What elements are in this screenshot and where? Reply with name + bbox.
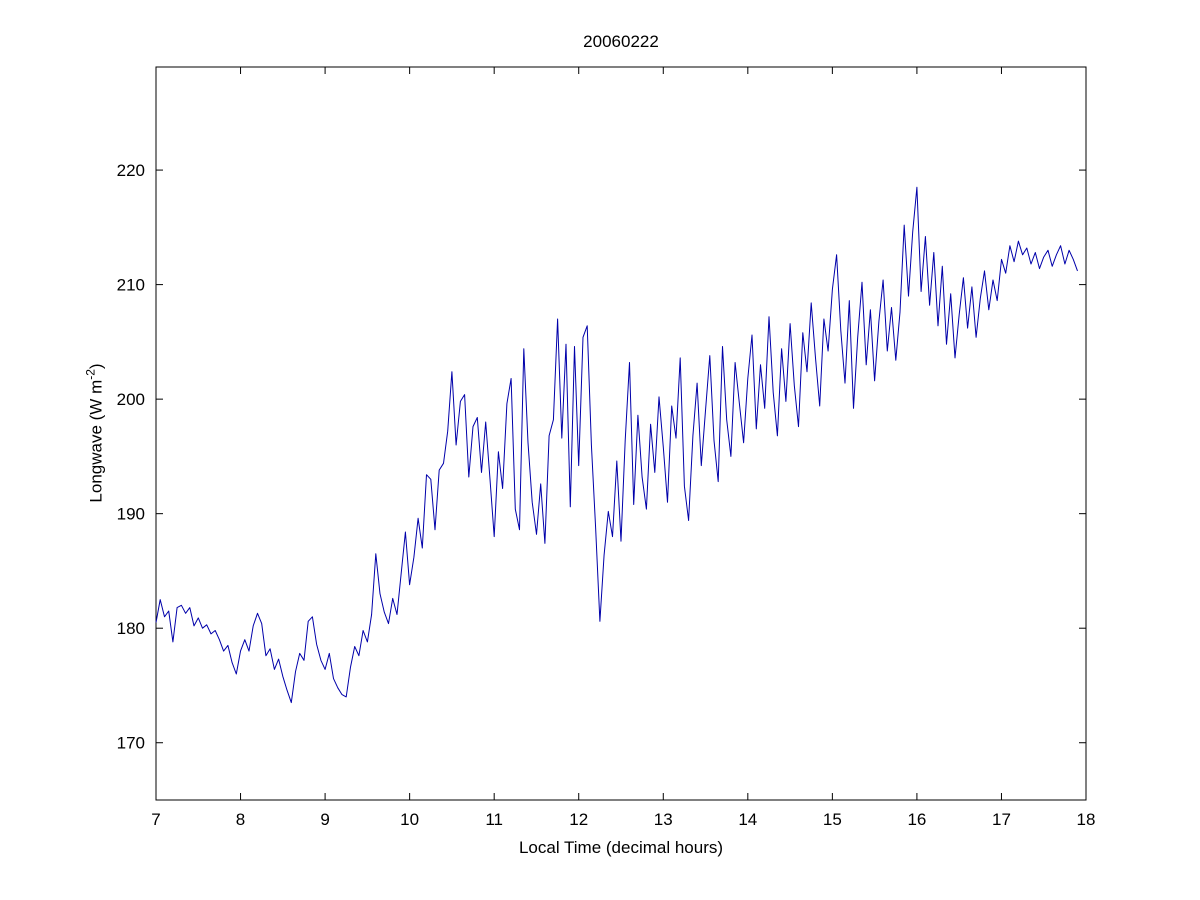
x-axis-label: Local Time (decimal hours) <box>518 838 724 857</box>
x-tick-label: 13 <box>654 810 673 829</box>
x-tick-label: 16 <box>907 810 926 829</box>
y-tick-label: 190 <box>117 505 145 524</box>
y-axis-label-suffix: ) <box>86 363 106 370</box>
y-tick-label: 180 <box>117 619 145 638</box>
x-tick-label: 15 <box>823 810 842 829</box>
y-tick-label: 200 <box>117 390 145 409</box>
x-tick-label: 14 <box>738 810 757 829</box>
x-tick-label: 8 <box>236 810 245 829</box>
y-tick-label: 210 <box>117 276 145 295</box>
chart-title: 20060222 <box>583 32 659 51</box>
y-axis-label-prefix: Longwave (W m <box>86 379 106 503</box>
x-tick-label: 11 <box>485 810 503 829</box>
x-tick-label: 17 <box>992 810 1011 829</box>
x-tick-label: 9 <box>320 810 329 829</box>
x-tick-label: 18 <box>1077 810 1096 829</box>
y-tick-label: 170 <box>117 734 145 753</box>
x-tick-label: 12 <box>569 810 588 829</box>
x-tick-label: 10 <box>400 810 419 829</box>
longwave-series-line <box>155 186 1078 704</box>
y-tick-label: 220 <box>117 161 145 180</box>
axes-box <box>155 66 1087 801</box>
y-axis-label: Longwave (W m-2) <box>84 363 107 502</box>
x-tick-label: 7 <box>151 810 160 829</box>
y-axis-label-exponent: -2 <box>83 369 98 380</box>
